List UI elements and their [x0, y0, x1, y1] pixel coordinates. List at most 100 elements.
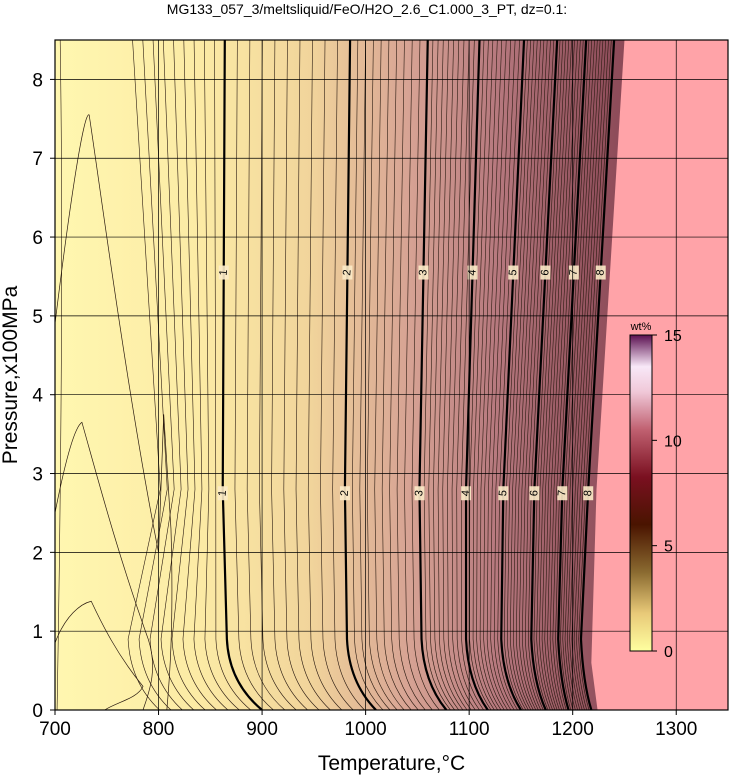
major-contour-6 — [530, 40, 559, 710]
minor-contour — [214, 40, 251, 710]
minor-contour — [552, 40, 581, 710]
contour-label-bg — [467, 265, 478, 280]
minor-contour — [437, 40, 464, 710]
minor-contour — [486, 40, 508, 710]
colorbar-tick-label: 5 — [664, 539, 673, 556]
y-tick-label: 0 — [32, 701, 43, 722]
minor-contour — [472, 40, 495, 710]
minor-contour — [204, 40, 240, 710]
solid-region — [55, 40, 625, 710]
major-contour-3 — [418, 40, 448, 710]
minor-contour — [479, 40, 502, 710]
minor-contour — [259, 40, 297, 710]
contour-label-bg — [414, 486, 425, 501]
minor-contour — [527, 40, 555, 710]
minor-contour — [271, 40, 308, 710]
minor-contour — [536, 40, 564, 710]
major-contour-7 — [557, 40, 588, 710]
contour-label-bg — [508, 265, 519, 280]
contour-label-bg — [498, 486, 509, 501]
contour-label-bg — [529, 486, 540, 501]
contour-label: 2 — [339, 490, 351, 497]
minor-contour — [524, 40, 551, 710]
minor-contour — [461, 40, 484, 710]
minor-contour — [404, 40, 433, 710]
minor-contour — [55, 421, 153, 710]
minor-contour — [509, 40, 535, 710]
colorbar-tick-label: 15 — [664, 328, 682, 345]
minor-contour — [555, 40, 584, 710]
contour-label: 8 — [594, 269, 606, 276]
contour-label: 4 — [460, 490, 472, 497]
minor-contour — [389, 40, 419, 710]
y-tick-label: 2 — [32, 543, 43, 564]
minor-contour — [320, 40, 354, 710]
minor-contour — [374, 40, 405, 710]
contour-label-bg — [568, 265, 579, 280]
x-tick-label: 800 — [143, 719, 175, 740]
colorbar-label: wt% — [630, 321, 652, 333]
minor-contour — [55, 600, 144, 710]
minor-contour — [433, 40, 460, 710]
contour-label-bg — [540, 265, 551, 280]
contour-label-bg — [342, 265, 353, 280]
minor-contour — [506, 40, 531, 710]
major-contour-1 — [221, 40, 263, 710]
contour-label-bg — [583, 486, 594, 501]
minor-contour — [171, 40, 206, 710]
minor-contour — [518, 40, 545, 710]
y-tick-label: 7 — [32, 149, 43, 170]
minor-contour — [539, 40, 567, 710]
y-tick-label: 6 — [32, 228, 43, 249]
colorbar-tick-label: 0 — [664, 644, 673, 661]
minor-contour — [381, 40, 412, 710]
minor-contour — [428, 40, 455, 710]
x-axis-label: Temperature,°C — [318, 752, 465, 775]
minor-contour — [295, 40, 331, 710]
major-contour-5 — [500, 40, 526, 710]
y-tick-label: 4 — [32, 386, 43, 407]
minor-contour — [456, 40, 480, 710]
x-tick-label: 700 — [39, 719, 71, 740]
minor-contour — [469, 40, 492, 710]
contour-label: 7 — [568, 269, 580, 276]
colorbar — [629, 334, 653, 652]
minor-contour — [512, 40, 538, 710]
minor-contour — [127, 40, 161, 710]
minor-contour — [182, 40, 217, 710]
contour-label: 6 — [528, 490, 540, 497]
colorbar-tick-label: 10 — [664, 433, 682, 450]
y-tick-label: 8 — [32, 70, 43, 91]
contour-label-bg — [557, 486, 568, 501]
minor-contour — [160, 40, 194, 710]
contour-label: 1 — [217, 269, 229, 276]
minor-contour — [447, 40, 472, 710]
minor-contour — [359, 40, 391, 710]
contour-label: 5 — [507, 269, 519, 276]
contour-label: 8 — [582, 490, 594, 497]
minor-contour — [544, 40, 572, 710]
minor-contour — [533, 40, 561, 710]
minor-contour — [246, 40, 286, 710]
major-contour-2 — [343, 40, 377, 710]
major-contour-4 — [464, 40, 489, 710]
major-contour-8 — [579, 40, 616, 710]
contour-label: 4 — [466, 269, 478, 276]
minor-contour — [515, 40, 541, 710]
contour-label-bg — [418, 265, 429, 280]
minor-contour — [562, 40, 593, 710]
contour-label-bg — [595, 265, 606, 280]
minor-contour — [560, 40, 590, 710]
y-axis-label: Pressure,x100MPa — [0, 285, 22, 464]
minor-contour — [442, 40, 468, 710]
minor-contour — [283, 40, 320, 710]
minor-contour — [493, 40, 516, 710]
minor-contour — [564, 40, 595, 710]
contour-label-bg — [218, 265, 229, 280]
y-tick-label: 1 — [32, 622, 43, 643]
minor-contour — [193, 40, 229, 710]
minor-contour — [55, 114, 173, 710]
contour-label: 1 — [216, 490, 228, 497]
minor-contour — [497, 40, 520, 710]
